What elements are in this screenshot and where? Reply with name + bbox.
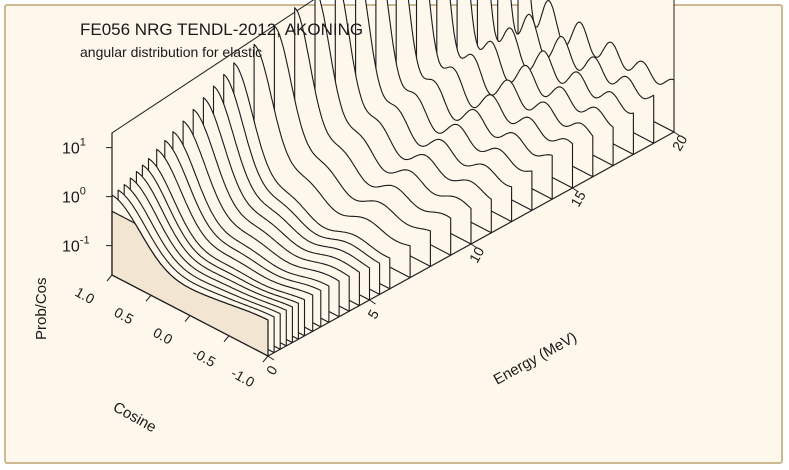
- chart-subtitle: angular distribution for elastic: [80, 44, 262, 60]
- z-tick-label: 100: [62, 186, 86, 207]
- y-tick-mark: [572, 187, 579, 193]
- curve-slice: [156, 148, 314, 332]
- x-tick-label: 0.5: [112, 304, 137, 328]
- x-tick-label: -0.5: [190, 344, 219, 370]
- y-tick-label: 10: [466, 244, 488, 266]
- curve-slice: [355, 0, 513, 223]
- y-tick-label: 20: [669, 132, 691, 154]
- y-tick-mark: [267, 355, 275, 361]
- y-tick-label: 0: [263, 363, 281, 378]
- x-axis-label: Cosine: [110, 399, 159, 437]
- z-axis-label: Prob/Cos: [33, 277, 50, 340]
- x-tick-label: -1.0: [229, 365, 258, 391]
- x-tick-mark: [184, 315, 191, 322]
- x-tick-mark: [106, 274, 113, 282]
- y-tick-mark: [470, 243, 478, 249]
- y-axis-label: Energy (MeV): [491, 329, 580, 389]
- waterfall-curves: [111, 0, 675, 357]
- chart-title: FE056 NRG TENDL-2012, AKONING: [80, 20, 363, 39]
- x-tick-mark: [262, 355, 269, 363]
- front-face: [111, 210, 269, 357]
- z-axis-ticks: 101 100 10-1: [62, 137, 112, 256]
- curve-slice: [415, 0, 574, 189]
- x-tick-mark: [223, 335, 230, 343]
- y-tick-mark: [673, 131, 681, 137]
- y-tick-label: 5: [364, 307, 382, 322]
- curve-slice: [436, 0, 594, 178]
- z-tick-label: 101: [62, 137, 86, 158]
- curve-slice: [172, 131, 330, 323]
- z-tick-label: 10-1: [62, 235, 90, 256]
- x-tick-label: 1.0: [73, 284, 98, 308]
- x-tick-label: 0.0: [151, 324, 176, 348]
- curve-slice: [395, 0, 553, 200]
- x-tick-mark: [145, 294, 152, 302]
- curve-slice: [182, 120, 340, 318]
- curve-slice: [164, 139, 322, 328]
- curve-slice: [375, 0, 533, 211]
- y-tick-label: 15: [567, 188, 589, 210]
- y-tick-mark: [369, 299, 376, 305]
